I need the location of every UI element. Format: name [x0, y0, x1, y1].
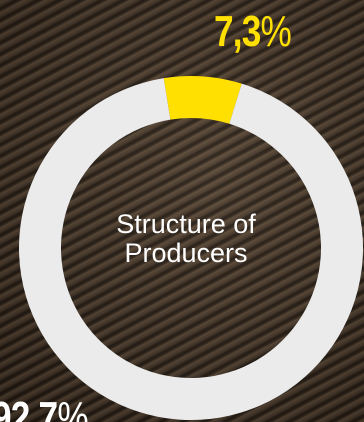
chart-title-line-1: Structure of [116, 209, 256, 239]
slice-label-white: 92,7% [0, 393, 89, 422]
chart-title: Structure of Producers [86, 210, 286, 268]
chart-title-line-2: Producers [124, 238, 248, 268]
slice-label-yellow-unit: % [260, 7, 292, 56]
donut-slice-1 [163, 75, 242, 124]
slice-label-white-number: 92,7 [0, 393, 58, 422]
slice-label-white-unit: % [57, 393, 88, 422]
slice-label-yellow-number: 7,3 [214, 7, 261, 56]
slice-label-yellow: 7,3% [214, 7, 292, 56]
